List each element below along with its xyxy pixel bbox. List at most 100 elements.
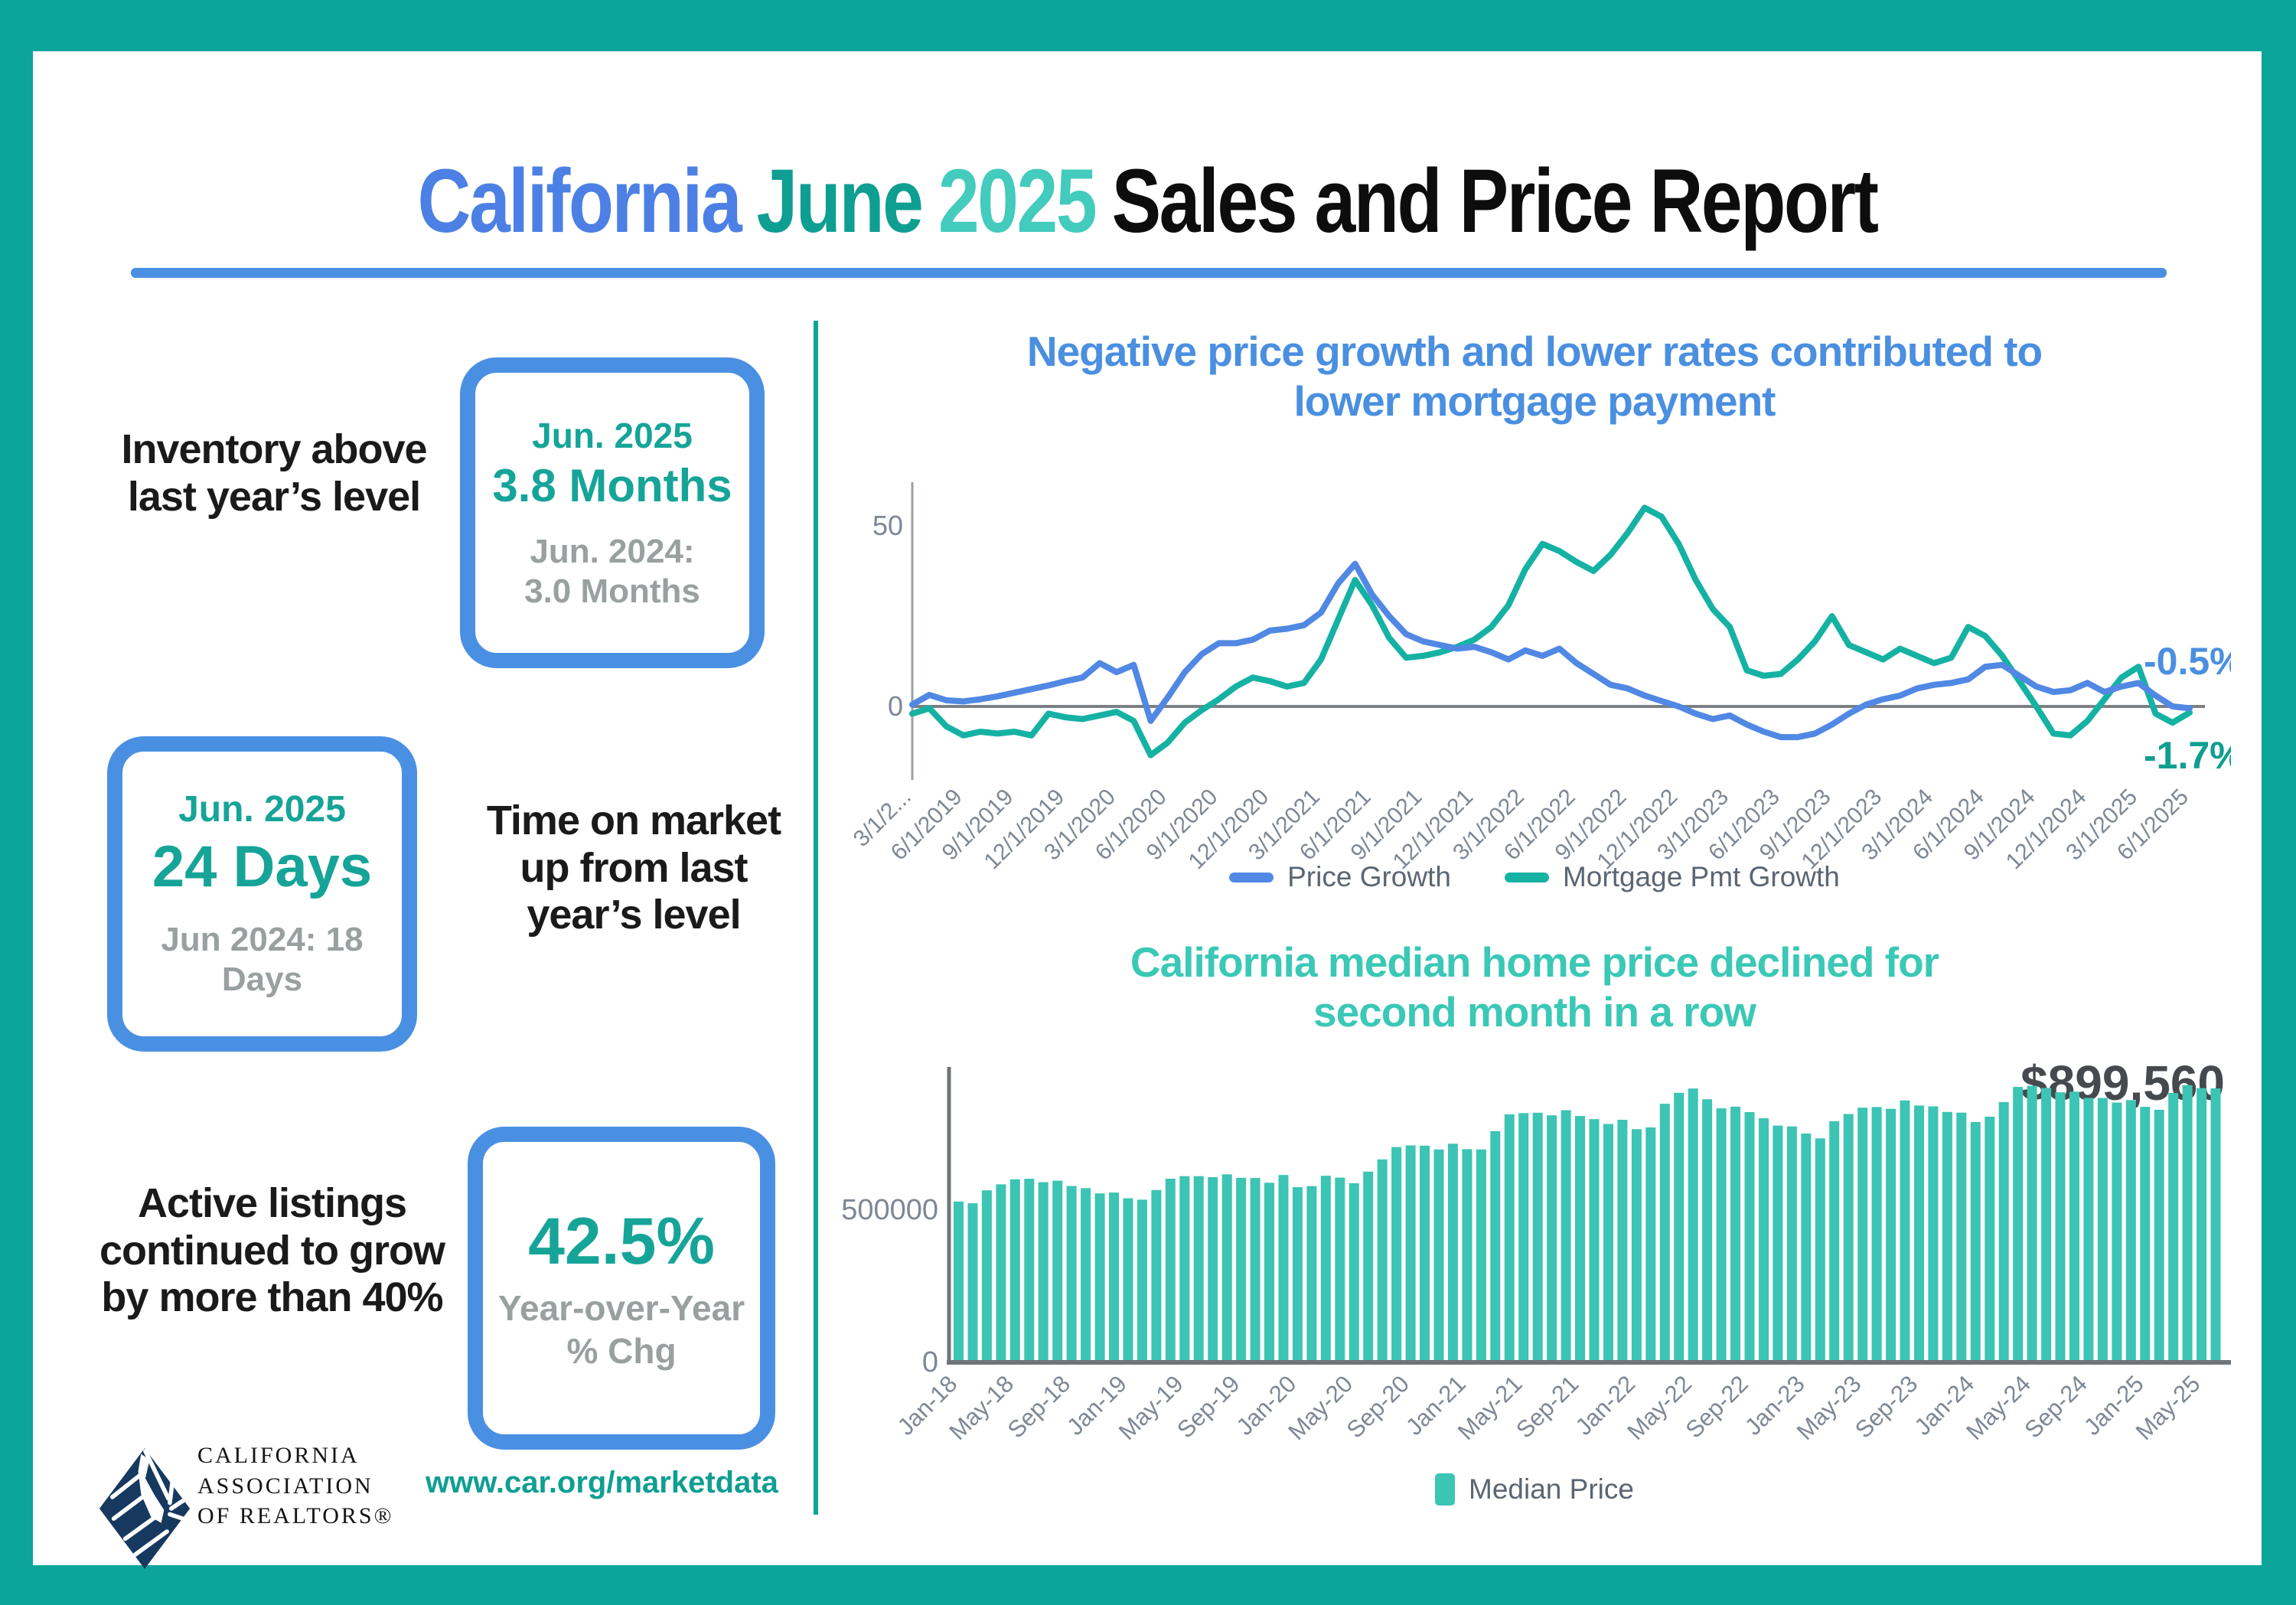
bar [1589,1119,1600,1362]
time-on-market-label: Time on market up from last year’s level [486,798,781,938]
latest-price-annotation: $899,560 [2020,1055,2225,1111]
inventory-box: Jun. 2025 3.8 Months Jun. 2024: 3.0 Mont… [460,357,765,668]
y-tick-label: 500000 [841,1194,938,1226]
inventory-label: Inventory above last year’s level [121,426,427,520]
bar [1066,1186,1077,1362]
bar [1900,1100,1910,1362]
legend-label: Mortgage Pmt Growth [1562,861,1840,892]
bar-chart-legend: Median Price [838,1473,2231,1506]
y-tick-label: 0 [922,1346,938,1378]
bar [1759,1118,1769,1362]
bar [1236,1177,1247,1362]
bar [1193,1176,1204,1362]
bar [1801,1134,1812,1362]
bar [2140,1107,2151,1362]
x-tick-label: Sep-22 [1681,1370,1753,1443]
bar [1433,1149,1444,1362]
bar [1264,1183,1274,1362]
logo-text: CALIFORNIA ASSOCIATION OF REALTORS® [197,1443,394,1529]
bar [954,1201,964,1362]
title-report: Sales and Price Report [1111,151,1879,252]
bar [1970,1122,1981,1362]
bar [1165,1179,1176,1362]
x-tick-label: Sep-21 [1511,1370,1583,1443]
legend-swatch [1504,872,1549,882]
bar [1942,1111,1952,1362]
inventory-value: 3.8 Months [492,459,732,511]
bar [1081,1188,1091,1362]
time-on-market-value: 24 Days [152,834,373,900]
bar [1871,1107,1882,1362]
bar [1504,1114,1515,1362]
x-tick-label: May-23 [1792,1370,1867,1445]
car-logo [99,1448,191,1569]
line-chart-legend: Price Growth Mortgage Pmt Growth [838,861,2231,893]
x-tick-label: May-21 [1453,1370,1528,1445]
bar [1151,1189,1162,1362]
section-divider [814,321,818,1515]
bar [2097,1098,2108,1362]
price-growth-line-chart: 050-0.5%-1.7%3/1/2...6/1/20199/1/201912/… [849,482,2231,874]
time-on-market-compare: Jun 2024: 18 Days [161,921,364,998]
bar [2154,1110,2164,1362]
legend-swatch [1435,1473,1456,1506]
y-tick-label: 0 [888,690,903,722]
bar [1575,1116,1585,1362]
bar [1320,1176,1331,1362]
x-tick-label: May-25 [2131,1370,2206,1445]
x-tick-label: Sep-18 [1003,1370,1075,1443]
bar [1363,1171,1374,1362]
active-listings-box: 42.5% Year-over-Year % Chg [468,1127,775,1450]
bar [1786,1126,1797,1362]
active-listings-sub: Year-over-Year % Chg [497,1288,745,1371]
bar [1886,1108,1896,1362]
bar [1914,1105,1924,1362]
bar [1603,1124,1613,1362]
x-tick-label: May-19 [1114,1370,1189,1445]
bar [1109,1192,1119,1362]
bar [2027,1085,2037,1362]
bar [1476,1149,1486,1362]
bar [981,1190,992,1362]
bar [1123,1198,1133,1362]
bar [1179,1176,1190,1362]
x-tick-label: May-24 [1961,1370,2036,1445]
legend-label: Median Price [1469,1473,1634,1505]
bar [1645,1127,1656,1362]
bar [1038,1182,1049,1362]
bar [1688,1088,1698,1362]
bar [2041,1088,2052,1362]
title-underline [131,268,2167,278]
bar [2069,1091,2079,1362]
inventory-compare: Jun. 2024: 3.0 Months [524,532,700,610]
bar [2013,1087,2024,1362]
bar [2182,1085,2193,1362]
bar [1518,1113,1529,1362]
page-title: California June 2025 Sales and Price Report [233,149,2061,253]
bar [967,1203,978,1362]
bar [1250,1178,1261,1362]
title-month: June [756,151,923,252]
bar [1773,1125,1783,1362]
time-on-market-period: Jun. 2025 [178,789,346,830]
title-year: 2025 [938,151,1097,252]
bar [1998,1101,2009,1362]
bar [1716,1108,1727,1362]
inventory-period: Jun. 2025 [532,415,693,455]
bar [1956,1112,1967,1362]
line-chart-title: Negative price growth and lower rates co… [1026,328,2043,425]
bar [2055,1092,2066,1362]
x-tick-label: May-18 [944,1370,1019,1445]
bar [1547,1115,1557,1362]
x-tick-label: Sep-24 [2019,1370,2092,1443]
legend-swatch [1229,872,1274,882]
bar [1744,1112,1755,1362]
bar [1405,1145,1416,1362]
time-on-market-box: Jun. 2025 24 Days Jun 2024: 18 Days [107,736,417,1052]
bar [1532,1112,1543,1362]
bar [1292,1187,1303,1362]
x-tick-label: Sep-19 [1172,1370,1244,1443]
legend-item-median-price: Median Price [1435,1473,1634,1506]
bar [1490,1130,1501,1362]
bar [1221,1174,1232,1362]
